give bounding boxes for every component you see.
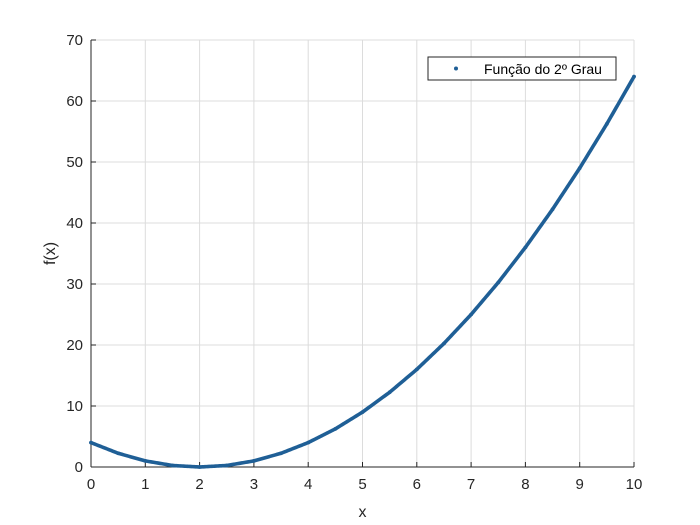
x-tick-label: 3	[250, 476, 258, 493]
data-point	[414, 367, 419, 372]
y-tick-label: 10	[66, 398, 83, 415]
y-tick-label: 60	[66, 93, 83, 110]
data-point	[604, 121, 609, 126]
data-point	[143, 459, 148, 463]
legend-marker	[454, 66, 458, 71]
data-point	[170, 463, 175, 468]
x-tick-label: 6	[413, 476, 421, 493]
x-axis-label: x	[359, 504, 367, 521]
grid	[90, 39, 635, 468]
y-tick-label: 70	[66, 32, 83, 49]
tick-labels: 0 1 2 3 4 5 6 7 8 9 10 0 10 20 30 40 50 60 70	[66, 32, 642, 493]
y-tick-label: 0	[75, 459, 83, 476]
data-point	[577, 166, 582, 171]
y-tick-label: 40	[66, 215, 83, 232]
x-tick-label: 5	[358, 476, 366, 493]
data-point	[496, 280, 501, 285]
data-point	[333, 426, 338, 431]
data-point	[469, 312, 473, 317]
y-tick-label: 20	[66, 337, 83, 354]
x-tick-label: 4	[304, 476, 312, 493]
y-tick-label: 30	[66, 276, 83, 293]
data-point	[306, 440, 311, 445]
data-point	[360, 410, 365, 414]
data-point	[197, 465, 202, 469]
x-tick-label: 8	[521, 476, 529, 493]
data-point	[116, 451, 121, 456]
data-point	[89, 440, 93, 445]
data-point	[387, 390, 392, 395]
series-layer	[89, 74, 636, 469]
y-tick-label: 50	[66, 154, 83, 171]
data-point	[279, 451, 283, 456]
x-tick-label: 0	[87, 476, 95, 493]
data-point	[550, 207, 555, 212]
data-point	[252, 459, 256, 463]
x-tick-label: 10	[626, 476, 643, 493]
data-point	[442, 341, 446, 346]
x-tick-label: 7	[467, 476, 475, 493]
data-point	[224, 463, 229, 468]
data-point	[632, 74, 636, 79]
x-tick-label: 9	[576, 476, 584, 493]
legend-box	[427, 56, 617, 81]
x-tick-label: 2	[195, 476, 203, 493]
x-tick-label: 1	[141, 476, 149, 493]
legend-entry: Função do 2º Grau	[484, 61, 602, 77]
y-axis-label: f(x)	[42, 242, 59, 265]
data-point	[523, 245, 528, 250]
legend: Função do 2º Grau	[427, 56, 617, 81]
